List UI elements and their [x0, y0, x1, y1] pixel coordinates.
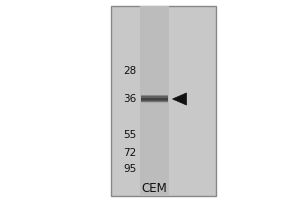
- FancyBboxPatch shape: [142, 100, 168, 101]
- FancyBboxPatch shape: [142, 98, 168, 99]
- FancyBboxPatch shape: [142, 99, 168, 100]
- FancyBboxPatch shape: [142, 102, 168, 103]
- Text: 36: 36: [123, 94, 136, 104]
- FancyBboxPatch shape: [142, 98, 168, 99]
- Text: 72: 72: [123, 148, 136, 158]
- FancyBboxPatch shape: [142, 96, 168, 97]
- Polygon shape: [172, 93, 187, 105]
- FancyBboxPatch shape: [142, 101, 168, 102]
- Text: 28: 28: [123, 66, 136, 76]
- Text: 95: 95: [123, 164, 136, 174]
- FancyBboxPatch shape: [142, 100, 168, 101]
- FancyBboxPatch shape: [111, 6, 216, 196]
- FancyBboxPatch shape: [142, 96, 168, 97]
- FancyBboxPatch shape: [140, 6, 169, 196]
- FancyBboxPatch shape: [142, 101, 168, 102]
- FancyBboxPatch shape: [142, 99, 168, 100]
- FancyBboxPatch shape: [142, 95, 168, 96]
- FancyBboxPatch shape: [142, 95, 168, 96]
- FancyBboxPatch shape: [142, 97, 168, 98]
- Text: 55: 55: [123, 130, 136, 140]
- Text: CEM: CEM: [142, 182, 167, 196]
